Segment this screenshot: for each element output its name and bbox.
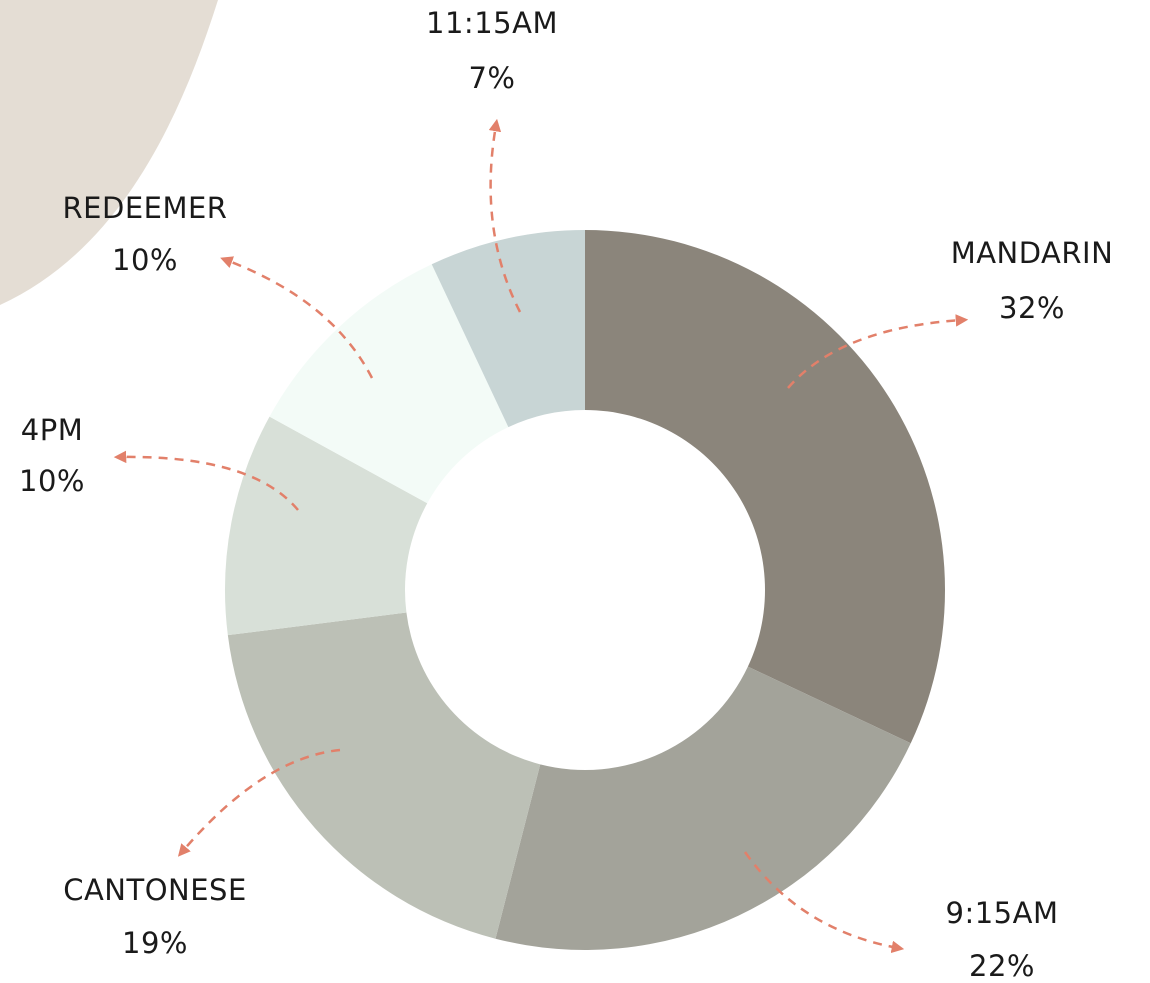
slice-value-label: 7% (468, 61, 515, 95)
callout-arrow (488, 118, 522, 313)
donut-slice (225, 416, 428, 636)
callout-arrow (113, 450, 299, 511)
slice-name: 9:15AM (946, 896, 1059, 930)
callout-arrow (220, 256, 374, 379)
slice-name: 4PM (21, 413, 83, 447)
slices (225, 230, 945, 950)
slice-value-label: 22% (969, 949, 1035, 983)
callout-arrow (787, 314, 969, 389)
slice-value-label: 10% (112, 243, 178, 277)
slice-name: CANTONESE (63, 873, 247, 907)
labels: MANDARIN 32% 9:15AM 22% CANTONESE 19% 4PM 10% RE… (19, 6, 1113, 983)
donut-slice (431, 230, 585, 428)
donut-slice (495, 666, 911, 950)
donut-slice (585, 230, 945, 744)
donut-slice (227, 612, 541, 939)
slice-name: REDEEMER (63, 191, 228, 225)
callout-arrow (743, 851, 905, 954)
slice-value-label: 19% (122, 926, 188, 960)
donut-slice (269, 264, 509, 504)
slice-value-label: 10% (19, 464, 85, 498)
callout-arrow (177, 748, 341, 857)
slice-name: 11:15AM (426, 6, 558, 40)
slice-value-label: 32% (999, 291, 1065, 325)
slice-name: MANDARIN (951, 236, 1114, 270)
background-blob (0, 0, 218, 305)
